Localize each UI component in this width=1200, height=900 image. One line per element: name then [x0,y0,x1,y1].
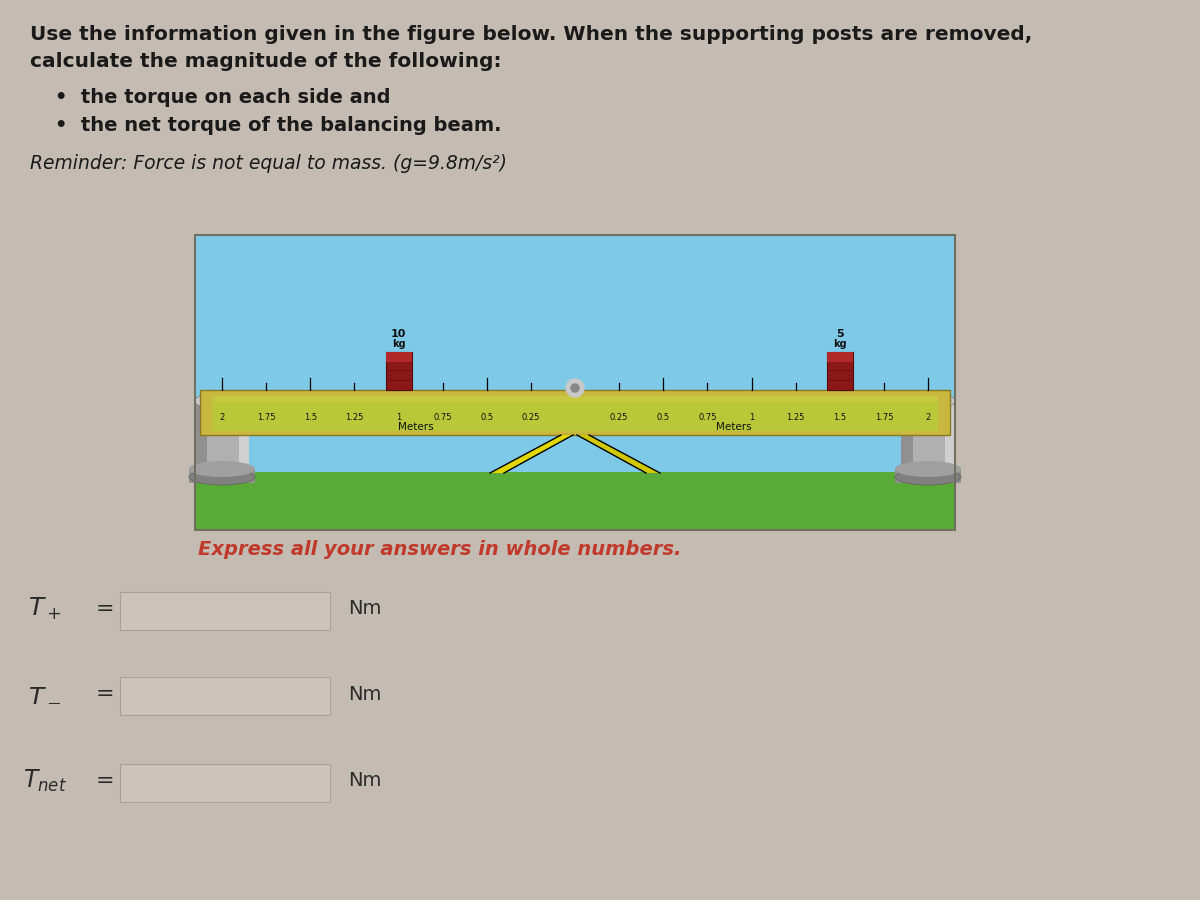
Text: 0.25: 0.25 [522,412,540,421]
Text: Meters: Meters [398,422,434,432]
Text: 1.5: 1.5 [833,412,846,421]
Circle shape [566,379,584,397]
Bar [120,764,330,802]
Text: 0.75: 0.75 [698,412,716,421]
Text: Meters: Meters [716,422,751,432]
Text: 10: 10 [391,329,406,339]
Text: 1.25: 1.25 [346,412,364,421]
Bar [194,235,955,530]
Text: Nm: Nm [348,685,382,704]
Text: •  the torque on each side and: • the torque on each side and [55,88,390,107]
Text: Use the information given in the figure below. When the supporting posts are rem: Use the information given in the figure … [30,25,1032,44]
Bar [239,401,250,473]
Ellipse shape [190,461,256,477]
Bar [895,469,961,483]
Text: 5: 5 [836,329,844,339]
Bar [200,390,950,396]
Ellipse shape [895,461,961,477]
Text: 1.25: 1.25 [786,412,805,421]
Bar [194,401,208,473]
Text: 0.5: 0.5 [480,412,493,421]
Text: 1: 1 [396,412,401,421]
Text: =: = [96,599,115,619]
Polygon shape [577,435,660,473]
Bar [190,469,256,483]
Text: 1.75: 1.75 [257,412,275,421]
Text: 1: 1 [749,412,754,421]
Bar [385,352,412,390]
Bar [212,402,938,431]
Text: Reminder: Force is not equal to mass. (g=9.8m/s²): Reminder: Force is not equal to mass. (g… [30,154,508,173]
Bar [901,401,913,473]
Bar [194,235,955,475]
Bar [827,352,853,390]
Bar [194,401,250,473]
Polygon shape [490,435,574,473]
Bar [212,396,938,431]
Ellipse shape [901,392,955,410]
Text: 2: 2 [220,412,224,421]
Text: Express all your answers in whole numbers.: Express all your answers in whole number… [198,540,682,559]
Ellipse shape [190,469,256,485]
Text: $T_-$: $T_-$ [28,682,61,706]
Text: 1.75: 1.75 [875,412,893,421]
Text: 0.75: 0.75 [433,412,452,421]
Text: =: = [96,684,115,704]
Bar [120,592,330,630]
Text: calculate the magnitude of the following:: calculate the magnitude of the following… [30,52,502,71]
Text: Nm: Nm [348,771,382,790]
Bar [901,401,955,473]
Bar [120,677,330,715]
Text: 0.25: 0.25 [610,412,629,421]
Ellipse shape [194,392,250,410]
Text: 2: 2 [925,412,931,421]
Text: $T_+$: $T_+$ [28,596,61,622]
Bar [194,472,955,530]
Bar [385,352,412,362]
Text: kg: kg [833,339,846,349]
Bar [200,390,950,435]
Text: •  the net torque of the balancing beam.: • the net torque of the balancing beam. [55,116,502,135]
Text: $T_{net}$: $T_{net}$ [23,768,67,794]
Text: Nm: Nm [348,599,382,618]
Text: 1.5: 1.5 [304,412,317,421]
Ellipse shape [895,469,961,485]
Text: kg: kg [391,339,406,349]
Text: 0.5: 0.5 [656,412,670,421]
Bar [946,401,955,473]
Bar [827,352,853,362]
Text: =: = [96,771,115,791]
Circle shape [571,384,580,392]
